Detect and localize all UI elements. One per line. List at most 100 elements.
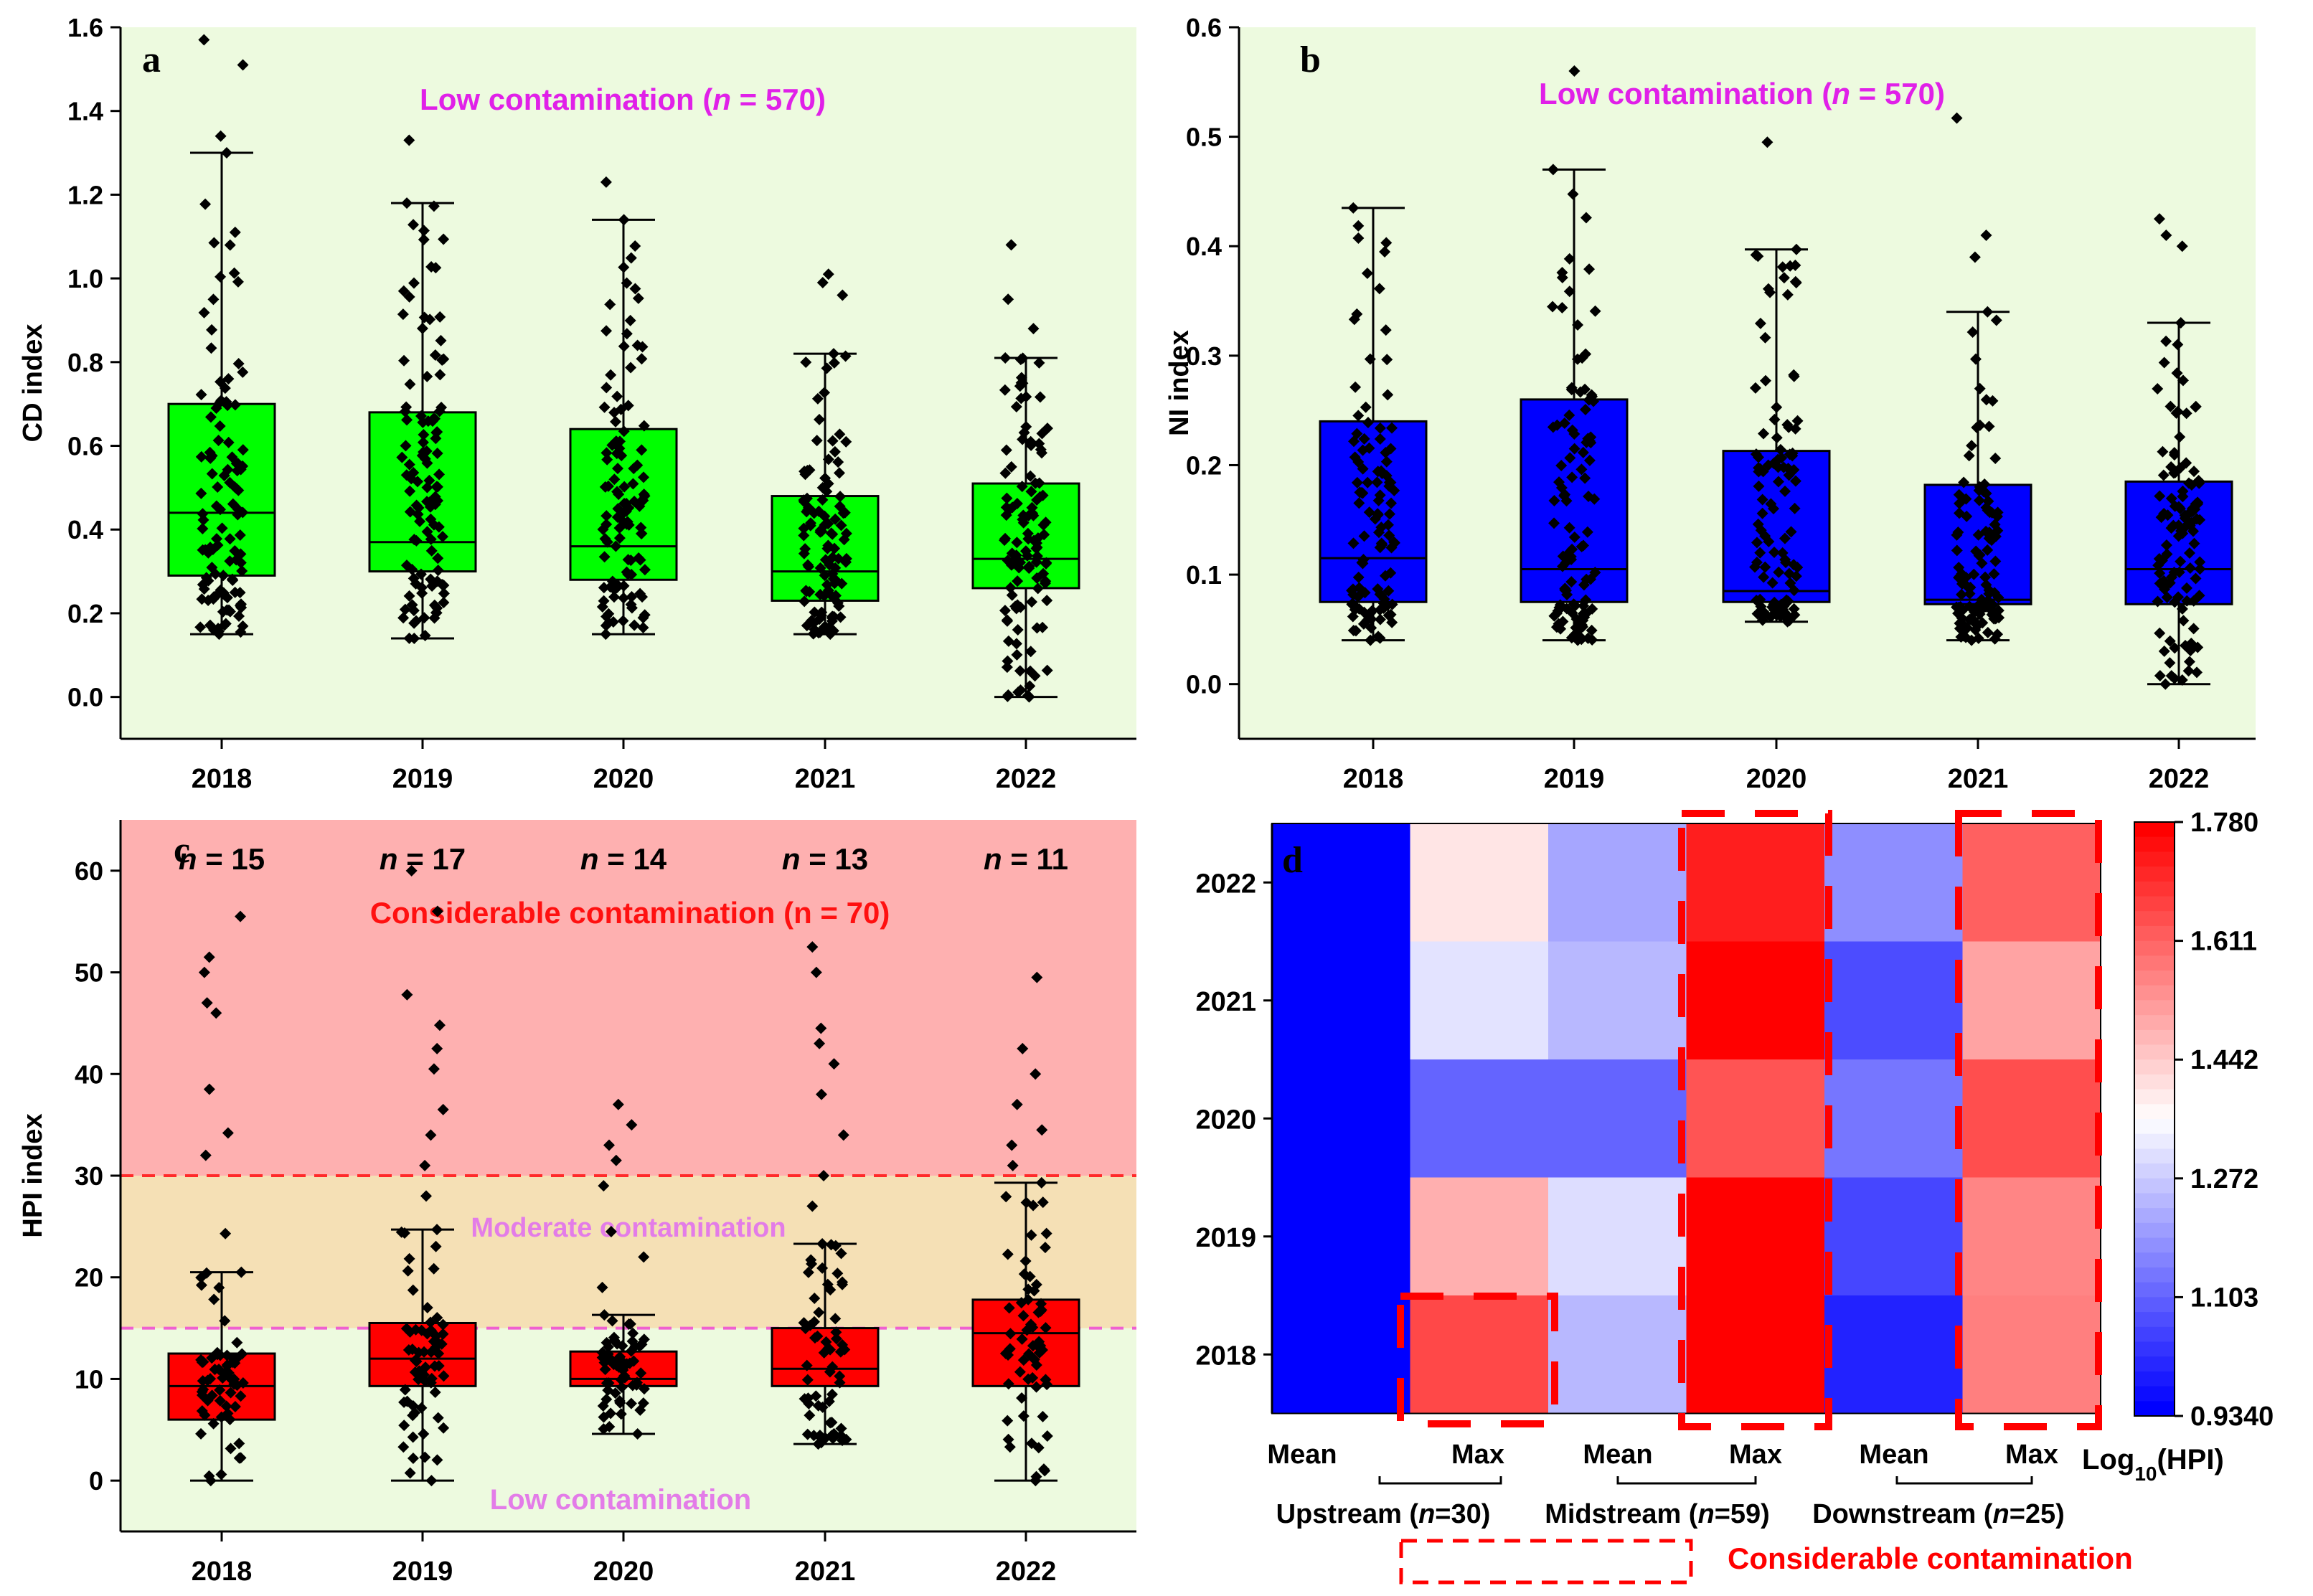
data-point xyxy=(601,453,613,466)
heatmap-cell xyxy=(1272,1059,1411,1179)
data-point xyxy=(1375,465,1388,477)
data-point xyxy=(1000,1191,1012,1203)
data-point xyxy=(1359,587,1371,599)
data-point xyxy=(2172,339,2184,351)
data-point xyxy=(1964,613,1976,625)
group-bracket xyxy=(1616,1476,1757,1485)
data-point xyxy=(1563,409,1575,421)
data-point xyxy=(1010,401,1022,413)
row-label: 2019 xyxy=(1195,1223,1256,1253)
colorbar-label: Log10(HPI) xyxy=(2082,1444,2224,1485)
data-point xyxy=(1751,537,1763,549)
data-point xyxy=(1577,539,1589,552)
data-point xyxy=(1360,401,1372,413)
x-tick-label: 2021 xyxy=(1948,764,2009,794)
count-label: n = 15 xyxy=(179,842,265,876)
data-point xyxy=(431,481,443,493)
data-point xyxy=(808,1430,820,1442)
heatmap-cell xyxy=(1272,823,1411,943)
data-point xyxy=(237,59,249,71)
data-point xyxy=(801,492,813,504)
data-point xyxy=(1559,582,1571,595)
data-point xyxy=(1578,600,1590,612)
data-point xyxy=(1973,549,1985,562)
band-1 xyxy=(121,1176,1136,1328)
data-point xyxy=(419,629,431,641)
data-point xyxy=(1023,562,1035,575)
data-point xyxy=(1977,617,1989,629)
data-point xyxy=(829,1240,842,1252)
data-point xyxy=(1017,1354,1030,1366)
data-point xyxy=(826,591,839,603)
data-point xyxy=(428,1063,440,1075)
data-point xyxy=(1550,621,1563,633)
data-point xyxy=(1749,382,1761,394)
data-point xyxy=(1990,314,2002,326)
data-point xyxy=(207,593,220,605)
data-point xyxy=(1586,634,1598,646)
data-point xyxy=(214,420,226,432)
data-point xyxy=(1365,607,1377,619)
data-point xyxy=(1568,443,1581,455)
data-point xyxy=(818,1170,830,1181)
data-point xyxy=(1037,1196,1049,1209)
colorbar-tick-label: 1.103 xyxy=(2190,1283,2258,1313)
data-point xyxy=(1567,188,1579,200)
data-point xyxy=(1374,422,1386,434)
data-point xyxy=(621,277,633,289)
data-point xyxy=(1004,582,1017,594)
data-point xyxy=(819,590,831,602)
data-point xyxy=(821,542,834,554)
column-label: Max xyxy=(2005,1440,2058,1470)
data-point xyxy=(2182,508,2195,520)
data-point xyxy=(2176,674,2188,686)
band-2 xyxy=(121,820,1136,1176)
data-point xyxy=(1375,521,1388,534)
data-point xyxy=(1579,472,1591,484)
data-point xyxy=(1776,261,1789,273)
data-point xyxy=(626,1119,638,1131)
data-point xyxy=(2180,407,2192,420)
data-point xyxy=(234,600,246,612)
colorbar-step xyxy=(2134,1371,2175,1387)
data-point xyxy=(219,382,231,395)
data-point xyxy=(1378,593,1390,605)
data-point xyxy=(1004,1328,1017,1340)
data-point xyxy=(638,1383,650,1395)
x-tick-label: 2022 xyxy=(2149,764,2210,794)
data-point xyxy=(2164,657,2176,669)
data-point xyxy=(635,1367,647,1379)
data-point xyxy=(222,1127,234,1139)
data-point xyxy=(1031,622,1043,634)
data-point xyxy=(1756,610,1768,623)
data-point xyxy=(800,585,812,597)
data-point xyxy=(403,134,415,146)
data-point xyxy=(1547,421,1559,433)
y-tick-label: 1.2 xyxy=(67,180,103,209)
data-point xyxy=(636,341,649,353)
data-point xyxy=(1016,481,1028,493)
data-point xyxy=(1553,602,1565,614)
data-point xyxy=(211,1346,223,1359)
data-point xyxy=(438,587,450,600)
data-point xyxy=(1006,589,1018,601)
data-point xyxy=(1383,480,1395,492)
data-point xyxy=(840,556,852,568)
colorbar-tick-label: 1.272 xyxy=(2190,1164,2258,1194)
data-point xyxy=(826,610,839,623)
data-point xyxy=(215,1468,227,1481)
data-point xyxy=(1583,490,1595,502)
data-point xyxy=(225,1442,237,1455)
data-point xyxy=(404,378,416,390)
data-point xyxy=(1585,573,1597,585)
data-point xyxy=(1754,463,1766,475)
data-point xyxy=(227,1352,239,1364)
colorbar-frame xyxy=(2134,821,2175,1417)
data-point xyxy=(618,1369,631,1382)
data-point xyxy=(1357,463,1369,475)
data-point xyxy=(1784,260,1796,272)
heatmap-cell xyxy=(1686,941,1825,1060)
y-axis-label: NI index xyxy=(1164,330,1195,436)
heatmap-cell xyxy=(1410,1059,1549,1179)
data-point xyxy=(400,469,413,481)
